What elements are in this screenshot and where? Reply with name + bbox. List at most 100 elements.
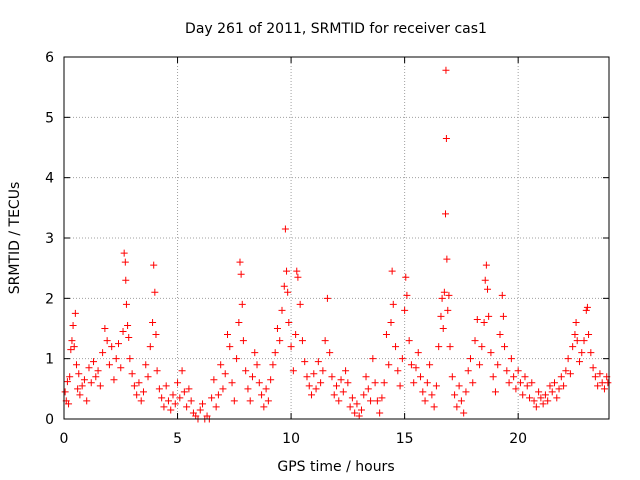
- data-point: [496, 331, 504, 339]
- data-point: [187, 397, 195, 405]
- data-point: [74, 385, 82, 393]
- data-point: [69, 321, 77, 329]
- data-point: [112, 355, 120, 363]
- data-point: [312, 385, 320, 393]
- data-point: [317, 379, 325, 387]
- data-point: [443, 255, 451, 263]
- data-point: [528, 379, 536, 387]
- data-point: [137, 397, 145, 405]
- data-point: [430, 403, 438, 411]
- data-point: [310, 370, 318, 378]
- data-point: [262, 385, 270, 393]
- data-point: [480, 318, 488, 326]
- data-point: [314, 358, 322, 366]
- data-point: [596, 370, 604, 378]
- data-point: [489, 373, 497, 381]
- data-point: [63, 378, 71, 386]
- data-point: [410, 379, 418, 387]
- data-point: [462, 388, 470, 396]
- data-point: [87, 379, 95, 387]
- data-point: [284, 288, 292, 296]
- data-point: [323, 294, 331, 302]
- data-point: [70, 343, 78, 351]
- data-point: [428, 391, 436, 399]
- data-point: [604, 379, 612, 387]
- data-point: [278, 306, 286, 314]
- data-point: [460, 409, 468, 417]
- data-point: [378, 394, 386, 402]
- data-point: [582, 306, 590, 314]
- data-point: [516, 379, 524, 387]
- data-point: [385, 361, 393, 369]
- data-point: [183, 403, 191, 411]
- data-point: [526, 394, 534, 402]
- data-point: [498, 291, 506, 299]
- data-point: [122, 300, 130, 308]
- data-point: [471, 337, 479, 345]
- data-point: [523, 382, 531, 390]
- data-point: [65, 400, 73, 408]
- data-point: [221, 370, 229, 378]
- data-point: [120, 249, 128, 257]
- data-point: [121, 258, 129, 266]
- data-point: [185, 385, 193, 393]
- x-tick-label: 0: [60, 431, 69, 447]
- data-point: [417, 373, 425, 381]
- x-tick-label: 15: [396, 431, 414, 447]
- data-point: [557, 373, 565, 381]
- x-tick-label: 5: [173, 431, 182, 447]
- data-point: [267, 376, 275, 384]
- data-point: [99, 349, 107, 357]
- data-point: [196, 406, 204, 414]
- data-point: [339, 388, 347, 396]
- data-point: [273, 325, 281, 332]
- data-point: [103, 337, 111, 345]
- data-point: [80, 376, 88, 384]
- y-tick-label: 5: [45, 110, 54, 126]
- data-point: [551, 379, 558, 387]
- data-point: [382, 331, 390, 339]
- data-point: [562, 367, 570, 375]
- data-point: [426, 361, 434, 369]
- data-point: [569, 343, 577, 351]
- data-point: [337, 376, 345, 384]
- data-point: [96, 382, 104, 390]
- x-tick-label: 10: [282, 431, 300, 447]
- data-point: [294, 273, 302, 281]
- data-point: [439, 325, 447, 332]
- data-point: [303, 373, 311, 381]
- data-point: [510, 373, 518, 381]
- data-point: [455, 382, 463, 390]
- data-point: [442, 66, 450, 74]
- data-point: [355, 412, 363, 420]
- data-point: [519, 391, 527, 399]
- data-point: [101, 325, 109, 332]
- data-point: [149, 318, 157, 326]
- data-point: [208, 394, 216, 402]
- data-point: [539, 400, 547, 408]
- data-point: [505, 379, 513, 387]
- data-point: [124, 321, 132, 329]
- data-point: [287, 343, 295, 351]
- data-point: [591, 373, 599, 381]
- data-point: [271, 349, 279, 357]
- data-point: [150, 261, 158, 269]
- data-point: [394, 367, 402, 375]
- data-point: [258, 391, 266, 399]
- data-point: [233, 355, 241, 363]
- y-tick-label: 4: [45, 171, 54, 187]
- data-point: [128, 370, 136, 378]
- data-point: [419, 388, 427, 396]
- data-point: [541, 391, 549, 399]
- data-point: [238, 300, 246, 308]
- data-point: [293, 267, 301, 275]
- data-point: [292, 331, 300, 339]
- data-point: [344, 379, 352, 387]
- data-point: [587, 349, 595, 357]
- data-point: [530, 397, 538, 405]
- data-point: [283, 267, 291, 275]
- data-point: [457, 397, 465, 405]
- data-point: [105, 361, 113, 369]
- data-point: [308, 391, 316, 399]
- data-point: [226, 343, 234, 351]
